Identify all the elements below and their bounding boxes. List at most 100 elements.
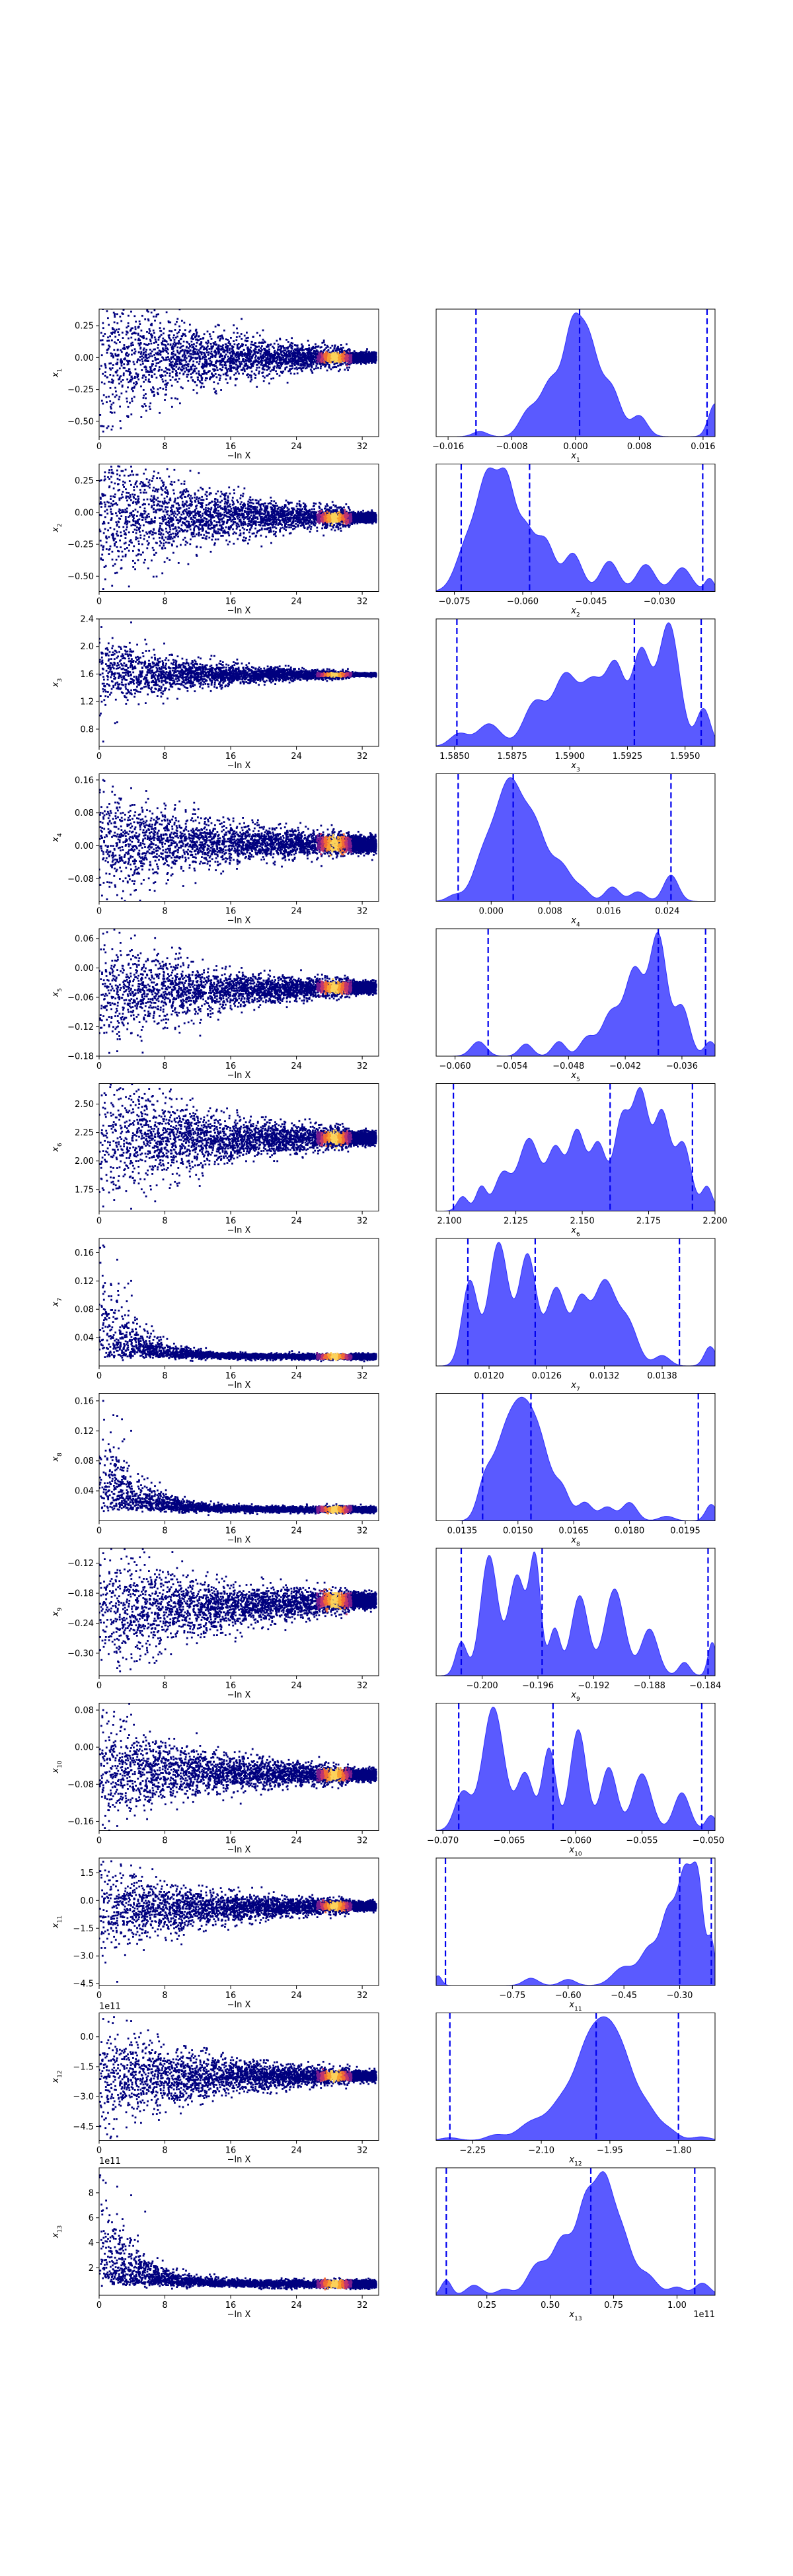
trace-point [139, 363, 142, 366]
trace-point [215, 367, 218, 369]
trace-point [114, 563, 116, 565]
trace-point [213, 388, 215, 390]
trace-point [126, 523, 128, 526]
trace-point [211, 374, 214, 376]
trace-point [112, 375, 115, 377]
trace-point [322, 349, 325, 351]
trace-point [258, 371, 260, 373]
trace-point [233, 352, 235, 355]
trace-point [328, 351, 331, 354]
trace-point [262, 364, 264, 367]
trace-point [260, 347, 262, 349]
trace-point [110, 352, 112, 355]
trace-point [165, 340, 167, 342]
trace-point [132, 386, 133, 389]
trace-point [208, 351, 210, 353]
trace-point [296, 360, 299, 362]
trace-point [224, 343, 227, 345]
trace-point [340, 348, 343, 350]
trace-point [211, 533, 214, 536]
trace-point [259, 505, 262, 507]
trace-point [171, 406, 173, 408]
trace-point [195, 525, 198, 527]
trace-point [145, 371, 147, 373]
trace-point [225, 353, 227, 356]
trace-point [250, 350, 252, 352]
trace-point [153, 497, 155, 499]
trace-point [307, 353, 309, 355]
trace-point [258, 503, 260, 506]
trace-point [237, 353, 239, 355]
trace-point [266, 356, 269, 358]
trace-point [138, 344, 141, 347]
trace-point [103, 382, 106, 385]
trace-point [200, 506, 202, 508]
trace-point [133, 517, 135, 520]
trace-point [143, 347, 145, 349]
trace-point [210, 338, 213, 340]
trace-point [282, 371, 285, 373]
trace-point [114, 341, 116, 343]
trace-point [265, 536, 268, 538]
trace-point [299, 505, 302, 508]
trace-point [122, 313, 124, 315]
trace-hot-point [340, 357, 343, 360]
trace-point [334, 362, 337, 365]
trace-point [110, 511, 112, 513]
trace-point [237, 485, 240, 488]
trace-tail-point [364, 359, 367, 361]
trace-point [119, 341, 121, 343]
trace-point [247, 524, 249, 527]
trace-point [155, 532, 157, 534]
trace-point [190, 376, 192, 378]
trace-point [269, 353, 271, 355]
trace-hot-point [317, 355, 319, 357]
trace-point [231, 353, 234, 355]
trace-point [348, 363, 350, 366]
trace-point [230, 370, 233, 372]
trace-point [112, 311, 115, 314]
trace-point [126, 397, 128, 400]
trace-point [281, 524, 283, 526]
trace-point [120, 351, 123, 353]
trace-point [284, 355, 286, 357]
trace-point [205, 530, 208, 532]
trace-point [115, 363, 118, 365]
trace-point [145, 397, 147, 400]
trace-point [191, 503, 193, 506]
trace-point [275, 352, 277, 355]
trace-point [182, 349, 184, 352]
trace-point [272, 345, 274, 348]
trace-point [313, 354, 315, 357]
trace-tail-point [358, 359, 360, 362]
trace-point [184, 335, 187, 337]
trace-point [199, 351, 202, 353]
trace-point [196, 332, 198, 334]
trace-tail-point [352, 361, 354, 363]
trace-point [215, 503, 217, 506]
trace-hot-point [346, 355, 348, 357]
trace-point [208, 493, 211, 496]
trace-tail-point [371, 362, 373, 364]
trace-point [324, 348, 326, 351]
trace-point [282, 345, 284, 347]
trace-point [276, 340, 278, 342]
trace-tail-point [362, 359, 365, 362]
trace-tail-point [357, 361, 359, 364]
trace-point [126, 326, 128, 329]
trace-point [268, 348, 270, 351]
trace-point [309, 515, 311, 518]
trace-point [200, 528, 202, 530]
trace-hot-point [343, 352, 346, 355]
trace-point [315, 367, 317, 370]
trace-point [223, 511, 226, 514]
trace-point [145, 356, 147, 359]
trace-point [107, 425, 110, 427]
trace-point [120, 375, 122, 377]
trace-point [198, 523, 201, 526]
trace-point [227, 339, 229, 341]
trace-point [291, 365, 294, 367]
trace-point [159, 327, 161, 329]
trace-point [198, 356, 201, 358]
